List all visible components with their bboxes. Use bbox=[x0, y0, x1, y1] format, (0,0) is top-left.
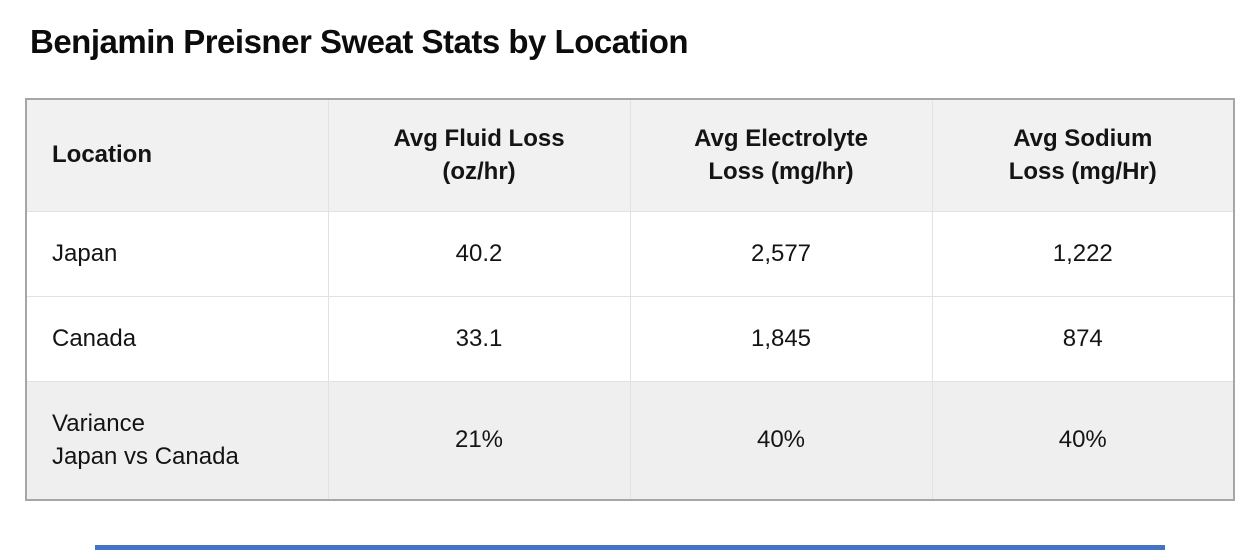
cell-location: Canada bbox=[25, 295, 329, 382]
cell-fluid-loss: 33.1 bbox=[327, 295, 631, 382]
column-header-avg-fluid-loss: Avg Fluid Loss (oz/hr) bbox=[327, 98, 631, 212]
cell-location: Japan bbox=[25, 210, 329, 297]
cell-fluid-loss: 40.2 bbox=[327, 210, 631, 297]
cell-electrolyte-loss: 1,845 bbox=[629, 295, 933, 382]
cell-fluid-loss: 21% bbox=[327, 380, 631, 501]
cell-sodium-loss: 1,222 bbox=[931, 210, 1235, 297]
table-row-variance: Variance Japan vs Canada 21% 40% 40% bbox=[25, 380, 1235, 501]
sweat-stats-table: Location Avg Fluid Loss (oz/hr) Avg Elec… bbox=[25, 98, 1235, 501]
column-header-avg-sodium-loss: Avg Sodium Loss (mg/Hr) bbox=[931, 98, 1235, 212]
cell-electrolyte-loss: 40% bbox=[629, 380, 933, 501]
cell-location: Variance Japan vs Canada bbox=[25, 380, 329, 501]
cell-sodium-loss: 874 bbox=[931, 295, 1235, 382]
page-title: Benjamin Preisner Sweat Stats by Locatio… bbox=[30, 23, 689, 60]
table-header-row: Location Avg Fluid Loss (oz/hr) Avg Elec… bbox=[25, 98, 1235, 212]
table-row-japan: Japan 40.2 2,577 1,222 bbox=[25, 210, 1235, 297]
cell-sodium-loss: 40% bbox=[931, 380, 1235, 501]
column-header-avg-electrolyte-loss: Avg Electrolyte Loss (mg/hr) bbox=[629, 98, 933, 212]
cropped-blue-bar bbox=[95, 545, 1165, 550]
cell-electrolyte-loss: 2,577 bbox=[629, 210, 933, 297]
table-row-canada: Canada 33.1 1,845 874 bbox=[25, 295, 1235, 382]
column-header-location: Location bbox=[25, 98, 329, 212]
